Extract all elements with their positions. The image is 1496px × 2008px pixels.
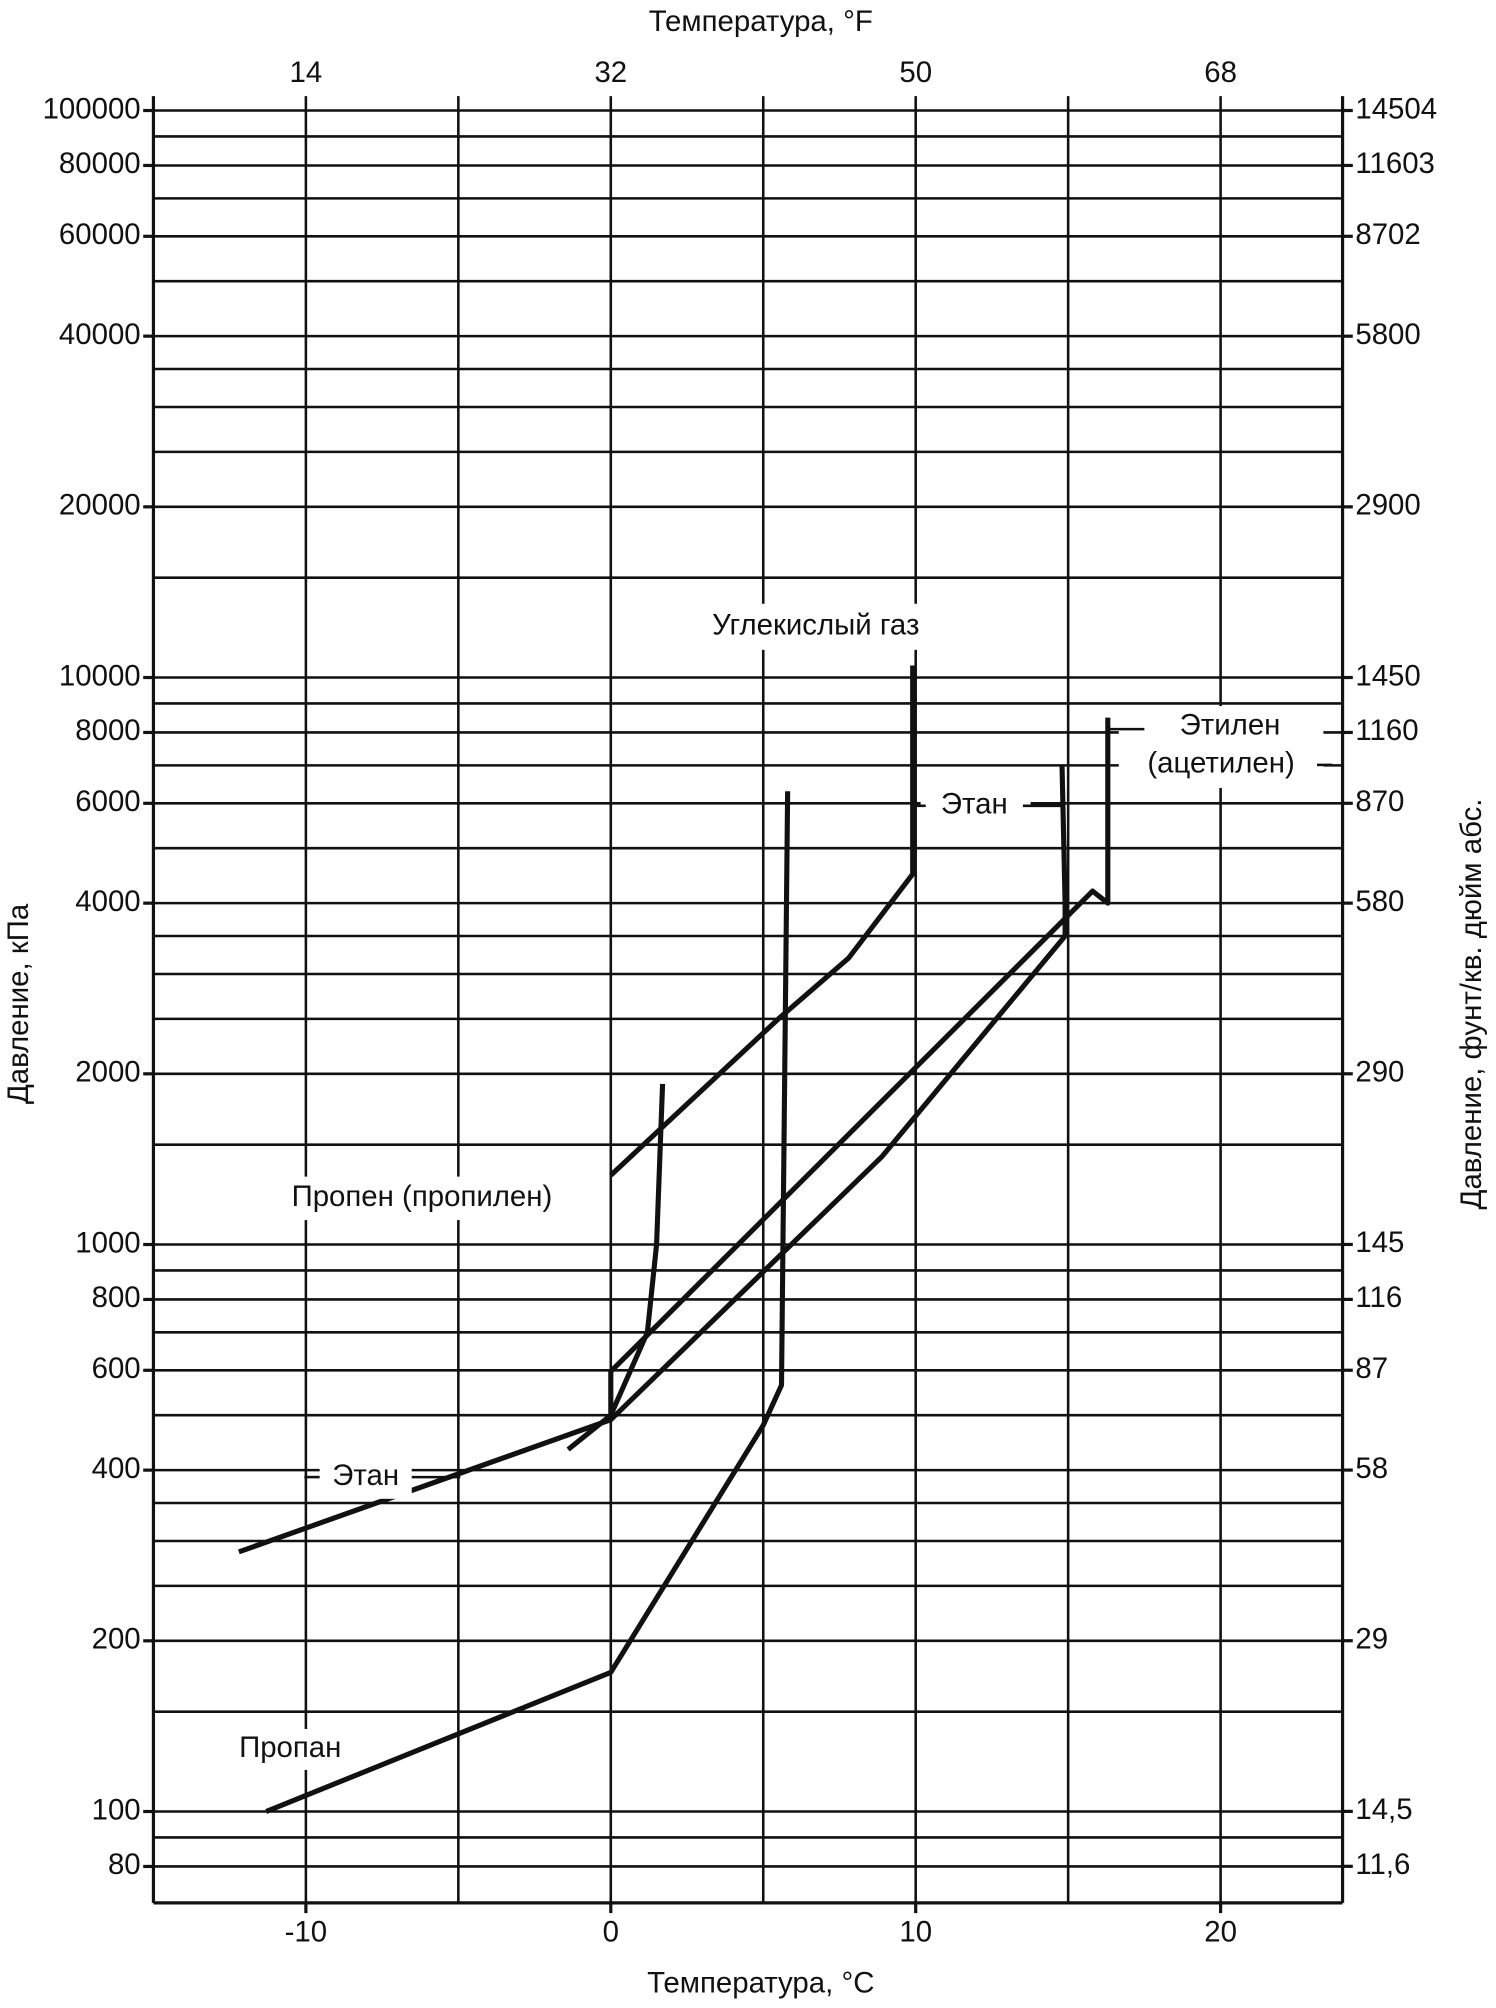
y2-tick-label: 11603: [1355, 147, 1435, 180]
label-bg: [920, 785, 1031, 827]
y-tick-label: 200: [92, 1623, 141, 1656]
annotations: [219, 603, 1333, 1770]
y-tick-label: 1000: [75, 1226, 140, 1259]
hydrate-curve: [608, 1083, 666, 1417]
hydrate-curve: [566, 717, 1111, 1452]
x2-tick-label: 32: [594, 56, 627, 89]
curve-label: Этилен: [1180, 708, 1281, 741]
y2-tick-label: 1450: [1355, 659, 1420, 692]
curve-label: Этан: [941, 788, 1008, 821]
hydrate-curve: [609, 665, 916, 1178]
x-tick-label: 0: [603, 1915, 619, 1948]
x2-tick-label: 68: [1204, 56, 1237, 89]
y-tick-label: 8000: [75, 714, 140, 747]
grid: [153, 96, 1343, 1903]
x-tick-label: 20: [1204, 1915, 1237, 1948]
y-tick-label: 80: [108, 1848, 141, 1881]
label-bg: [675, 603, 957, 650]
y2-tick-label: 14504: [1355, 92, 1437, 125]
label-bg: [249, 1176, 595, 1221]
y2-tick-label: 290: [1355, 1056, 1404, 1089]
x-tick-label: 10: [899, 1915, 932, 1948]
y-tick-label: 2000: [75, 1056, 140, 1089]
y-tick-label: 80000: [59, 147, 141, 180]
y-axis-title: Давление, кПа: [2, 903, 35, 1104]
y-tick-label: 6000: [75, 785, 140, 818]
hydrate-curve: [265, 791, 791, 1814]
label-bg: [319, 1457, 412, 1499]
x-axis-title: Температура, °C: [647, 1966, 874, 1999]
y2-axis-title: Давление, фунт/кв. дюйм абс.: [1455, 799, 1488, 1210]
curve-label: Углекислый газ: [712, 609, 919, 642]
y2-tick-label: 8702: [1355, 218, 1420, 251]
x-tick-label: -10: [285, 1915, 327, 1948]
y2-tick-label: 29: [1355, 1622, 1388, 1655]
label-bg: [1118, 706, 1324, 788]
y-tick-label: 40000: [59, 318, 141, 351]
hydrate-curve: [237, 765, 1068, 1555]
y2-tick-label: 116: [1355, 1281, 1402, 1314]
annotation: (ацетилен): [1147, 747, 1294, 780]
y2-tick-label: 870: [1355, 785, 1404, 818]
curve-label: Этан: [332, 1459, 399, 1492]
y-tick-label: 100000: [43, 92, 141, 125]
y2-tick-label: 11,6: [1355, 1848, 1410, 1881]
x2-tick-label: 50: [899, 56, 932, 89]
y-tick-label: 800: [92, 1281, 141, 1314]
y-tick-label: 4000: [75, 885, 140, 918]
y-tick-label: 10000: [59, 659, 141, 692]
y-tick-label: 600: [92, 1352, 141, 1385]
y2-tick-label: 145: [1355, 1226, 1404, 1259]
label-bg: [219, 1728, 361, 1770]
curve-label: Пропан: [239, 1731, 341, 1764]
y-tick-label: 100: [92, 1793, 141, 1826]
x2-axis-title: Температура, °F: [649, 5, 873, 38]
y2-tick-label: 14,5: [1355, 1793, 1412, 1826]
x2-tick-label: 14: [290, 56, 323, 89]
y2-tick-label: 5800: [1355, 318, 1420, 351]
y-tick-label: 400: [92, 1452, 141, 1485]
curve-label: Пропен (пропилен): [292, 1180, 553, 1213]
y2-tick-label: 58: [1355, 1452, 1388, 1485]
y-tick-label: 60000: [59, 218, 141, 251]
y-tick-label: 20000: [59, 489, 141, 522]
y2-tick-label: 1160: [1355, 714, 1418, 747]
y2-tick-label: 580: [1355, 885, 1404, 918]
y2-tick-label: 2900: [1355, 489, 1420, 522]
y2-tick-label: 87: [1355, 1352, 1388, 1385]
